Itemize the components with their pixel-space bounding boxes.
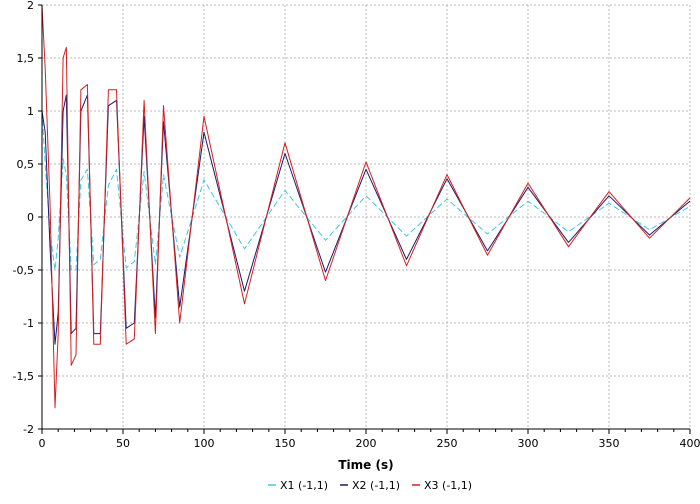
x-tick-label: 0 [39,437,46,450]
legend-label: X3 (-1,1) [424,479,472,492]
y-tick-label: 0 [27,211,34,224]
legend-label: X2 (-1,1) [352,479,400,492]
x-tick-label: 50 [116,437,130,450]
y-tick-label: -0,5 [13,264,34,277]
y-tick-label: 1,5 [17,52,35,65]
y-tick-label: -1,5 [13,370,34,383]
y-tick-label: 2 [27,0,34,12]
legend-label: X1 (-1,1) [280,479,328,492]
x-tick-label: 100 [194,437,215,450]
x-tick-label: 350 [599,437,620,450]
axes: -2 -1,5 -1 -0,5 0 0,5 1 1,5 2 0 50 100 150 200 250 300 3… [13,0,700,450]
x-tick-label: 200 [356,437,377,450]
y-tick-label: -2 [23,423,34,436]
legend: X1 (-1,1) X2 (-1,1) X3 (-1,1) [268,479,472,492]
y-tick-label: 0,5 [17,158,35,171]
x-tick-label: 400 [680,437,700,450]
x-tick-label: 250 [437,437,458,450]
x-axis-label: Time (s) [338,458,393,472]
y-tick-label: -1 [23,317,34,330]
x-tick-label: 300 [518,437,539,450]
y-tick-label: 1 [27,105,34,118]
x-tick-label: 150 [275,437,296,450]
